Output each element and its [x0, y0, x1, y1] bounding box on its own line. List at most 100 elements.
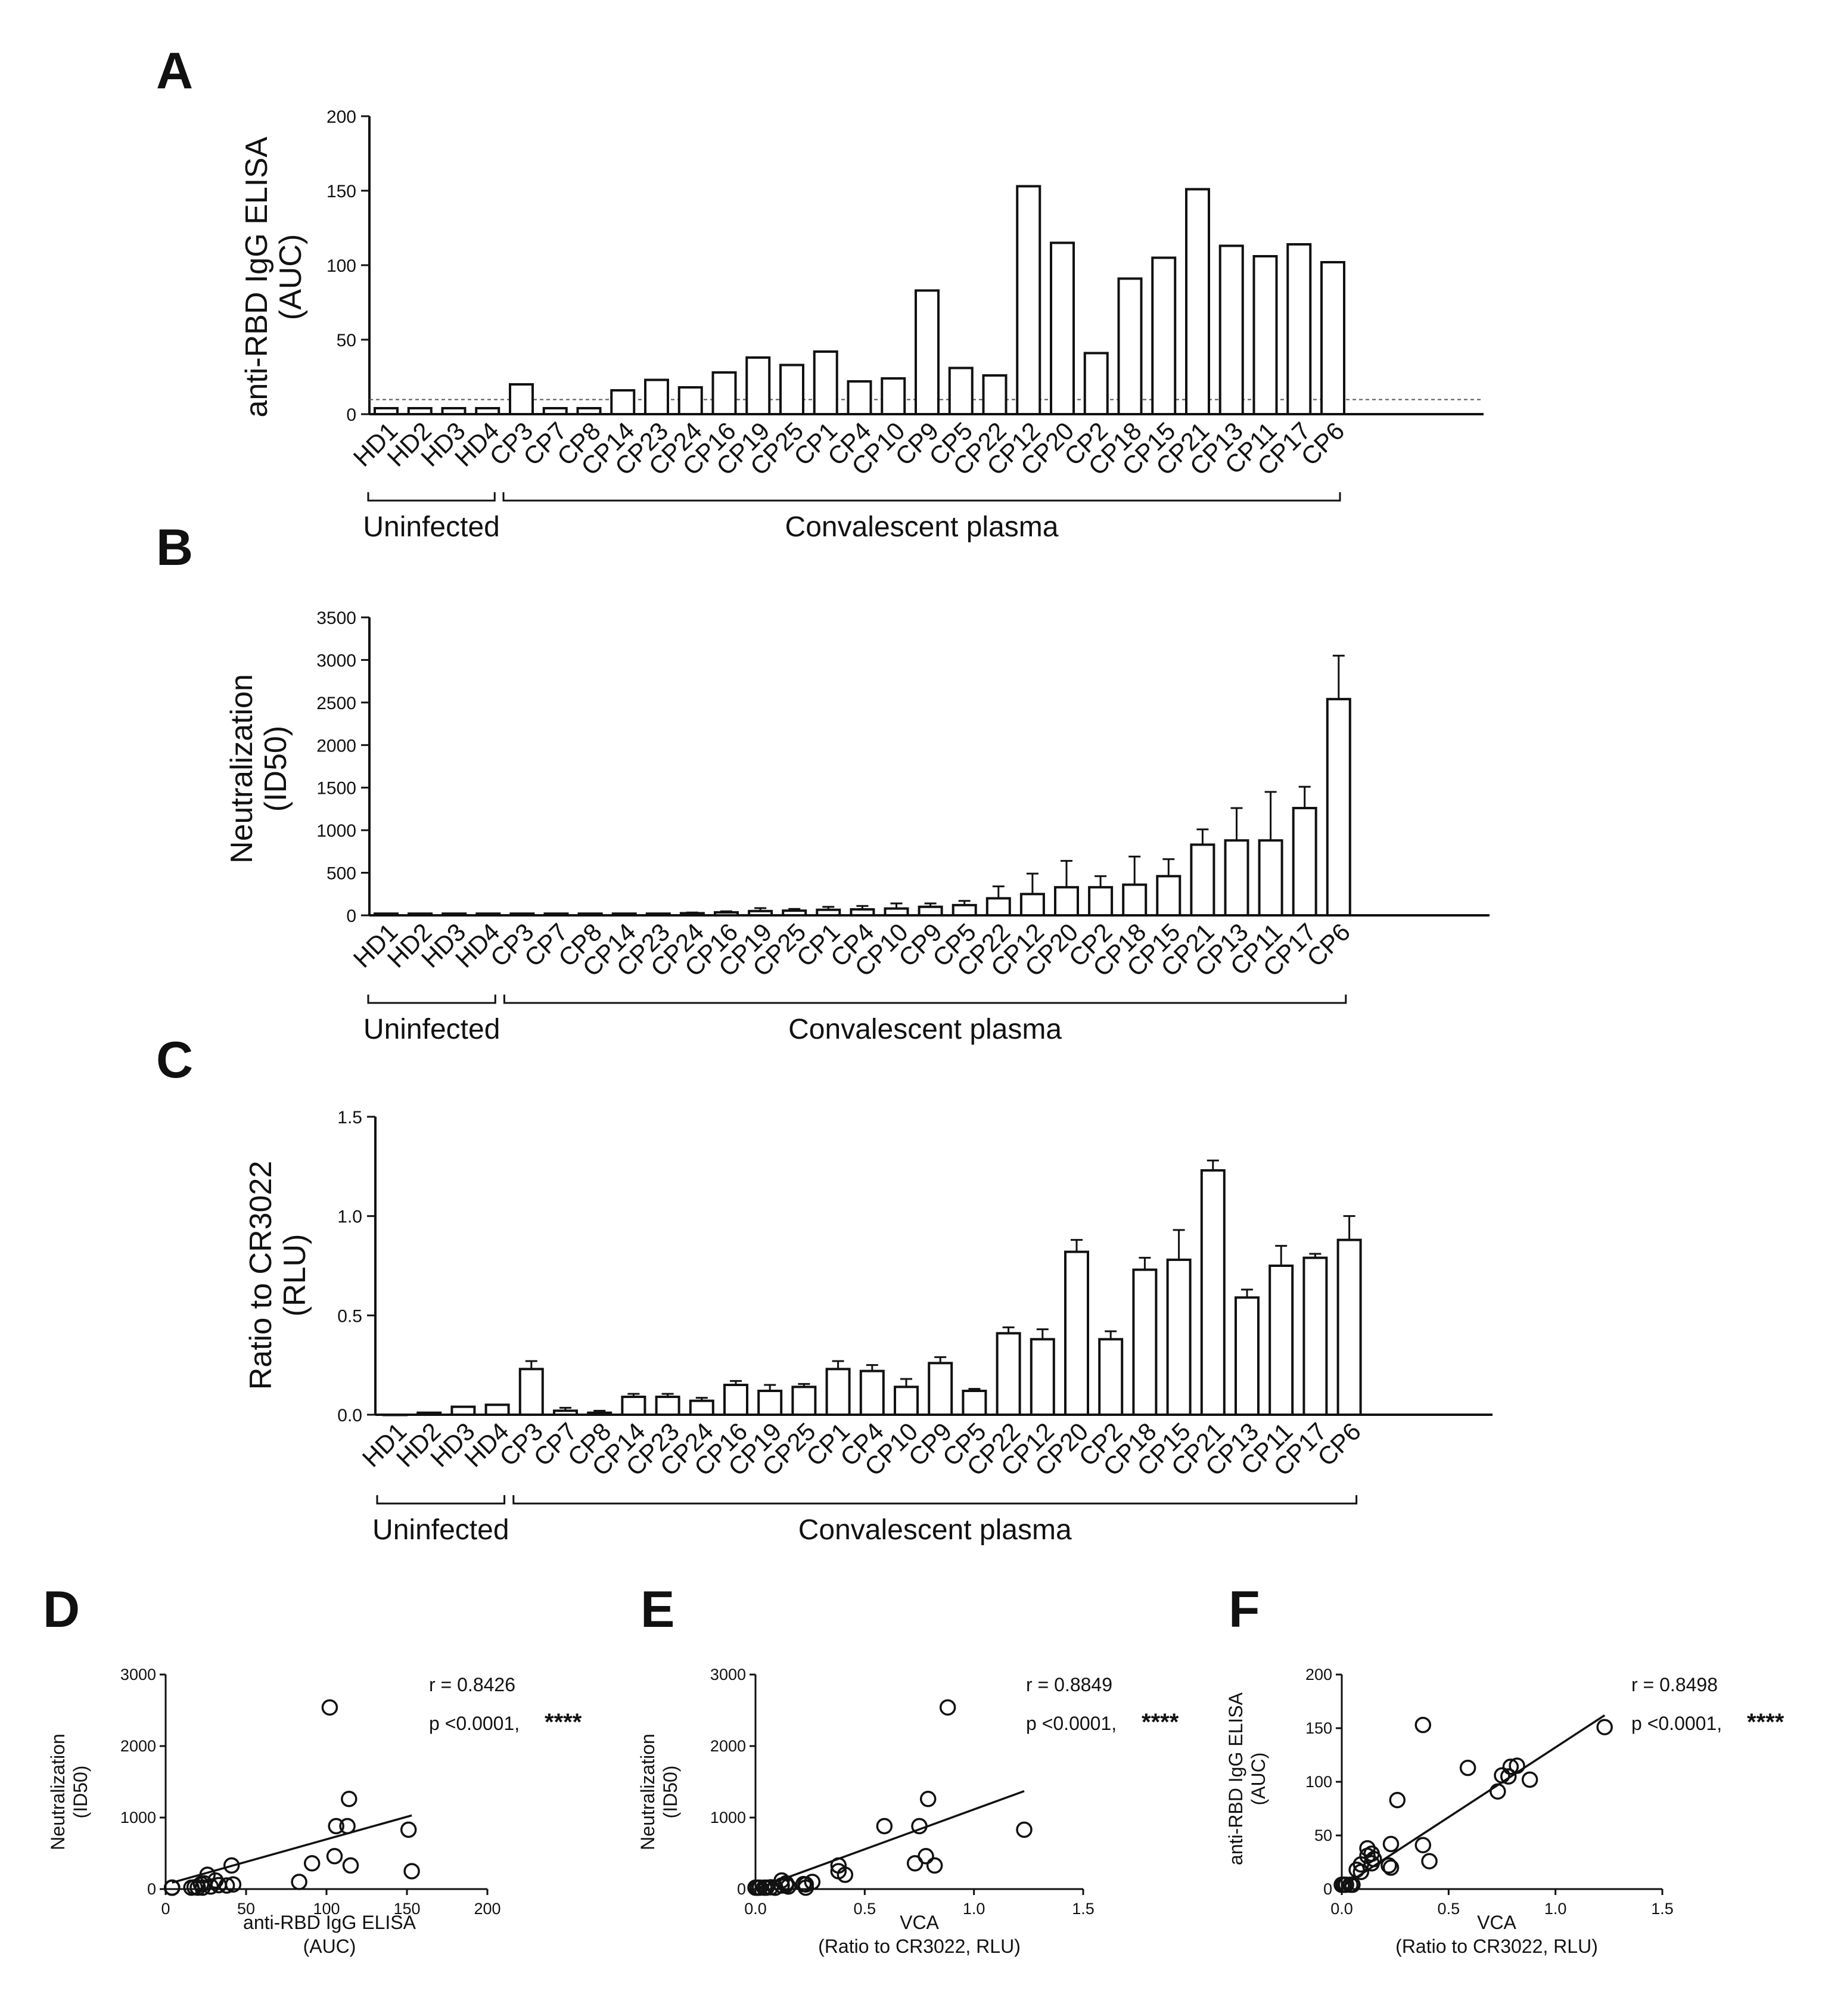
x-tick-label: 1.0 [1544, 1900, 1567, 1918]
regression-line [755, 1790, 1025, 1890]
bar [484, 1403, 510, 1416]
panel-letter-f: F [1229, 1581, 1260, 1638]
p-value: p <0.0001, [1631, 1713, 1722, 1734]
y-tick-label: 2500 [316, 694, 356, 713]
bar [745, 356, 771, 415]
data-point [1509, 1757, 1525, 1774]
bar [1098, 1338, 1124, 1416]
bar [610, 389, 636, 415]
bar [894, 1386, 919, 1416]
bar [611, 912, 637, 917]
y-tick-label: 1500 [316, 779, 356, 799]
data-point [403, 1863, 420, 1880]
data-point [291, 1874, 307, 1890]
x-tick-label: 1.5 [1651, 1900, 1674, 1918]
group-bracket [367, 492, 496, 502]
data-point [911, 1818, 928, 1835]
bar [1336, 1238, 1362, 1417]
y-tick-label: 3000 [120, 1666, 156, 1683]
bar [1166, 1259, 1192, 1416]
bar [577, 912, 603, 917]
y-tick-label: 0 [346, 906, 356, 926]
x-tick-label: 0 [161, 1900, 170, 1918]
data-point [804, 1874, 821, 1890]
y-axis-title-line-1: Ratio to CR3022 [244, 1161, 278, 1390]
bar [1258, 839, 1283, 917]
y-tick-label: 3000 [710, 1666, 746, 1683]
data-point [1490, 1783, 1506, 1800]
regression-line [172, 1814, 412, 1884]
bar [928, 1362, 953, 1416]
y-tick-label: 1000 [120, 1809, 156, 1826]
bar [884, 907, 909, 917]
data-point [1596, 1719, 1613, 1735]
bar [1320, 261, 1345, 415]
r-value: r = 0.8426 [429, 1674, 515, 1695]
data-point [326, 1848, 343, 1865]
data-point [1414, 1837, 1432, 1853]
data-point [339, 1818, 356, 1835]
bar [416, 1411, 442, 1417]
y-tick-label: 150 [1305, 1719, 1332, 1737]
data-point [199, 1866, 216, 1883]
group-label: Convalescent plasma [788, 1014, 1062, 1045]
data-point [1348, 1861, 1365, 1878]
y-axis-title-line-2: (ID50) [259, 726, 293, 812]
y-tick-label: 2000 [316, 736, 356, 756]
group-label: Uninfected [372, 1514, 509, 1546]
x-tick-label: 0.5 [1438, 1900, 1460, 1918]
r-value: r = 0.8498 [1631, 1674, 1718, 1695]
x-axis-title-line-2: (Ratio to CR3022, RLU) [818, 1936, 1021, 1957]
bar [1252, 255, 1278, 415]
bar [1019, 893, 1045, 917]
data-point [1389, 1791, 1406, 1809]
x-tick-label: 50 [237, 1900, 255, 1918]
data-point [919, 1791, 937, 1807]
group-label: Convalescent plasma [785, 511, 1059, 543]
bar [1185, 188, 1210, 415]
data-point [773, 1872, 790, 1889]
x-axis-title-line-2: (Ratio to CR3022, RLU) [1395, 1936, 1598, 1957]
x-tick-label: 1.0 [963, 1900, 985, 1918]
group-label: Uninfected [363, 1014, 500, 1045]
bar [1050, 241, 1075, 415]
y-axis-title-line-2: (AUC) [273, 234, 308, 320]
bar [1224, 839, 1249, 917]
data-point [1494, 1767, 1510, 1784]
significance-stars: **** [1142, 1709, 1179, 1735]
bar [374, 407, 399, 415]
x-tick-label: 1.5 [1072, 1900, 1095, 1918]
data-point [1016, 1821, 1033, 1838]
bar [587, 1411, 612, 1417]
data-point [223, 1857, 240, 1874]
data-point [830, 1857, 847, 1874]
bar [1218, 244, 1244, 415]
x-tick-label: 0.5 [854, 1900, 876, 1918]
y-tick-label: 200 [327, 107, 356, 127]
y-tick-label: 0.0 [337, 1406, 362, 1425]
y-tick-label: 500 [327, 864, 356, 884]
y-tick-label: 0 [1323, 1880, 1332, 1898]
bar [677, 386, 703, 415]
data-point [342, 1857, 359, 1874]
data-point [1459, 1759, 1476, 1776]
bar [1326, 698, 1351, 917]
data-point [225, 1876, 242, 1893]
bar [518, 1368, 544, 1416]
data-point [939, 1699, 956, 1716]
y-tick-label: 2000 [120, 1737, 156, 1755]
bar [985, 897, 1011, 917]
bar [553, 1409, 578, 1416]
bar [645, 912, 671, 917]
y-axis-title-line-1: Neutralization [225, 674, 259, 863]
data-point [795, 1875, 812, 1893]
bar [825, 1368, 851, 1416]
significance-stars: **** [1747, 1709, 1784, 1735]
bar [450, 1405, 476, 1417]
y-tick-label: 3000 [316, 651, 356, 670]
bar [915, 289, 940, 415]
y-tick-label: 3500 [316, 608, 356, 628]
bar [881, 377, 906, 415]
data-point [1502, 1759, 1519, 1775]
bar [1151, 256, 1177, 415]
